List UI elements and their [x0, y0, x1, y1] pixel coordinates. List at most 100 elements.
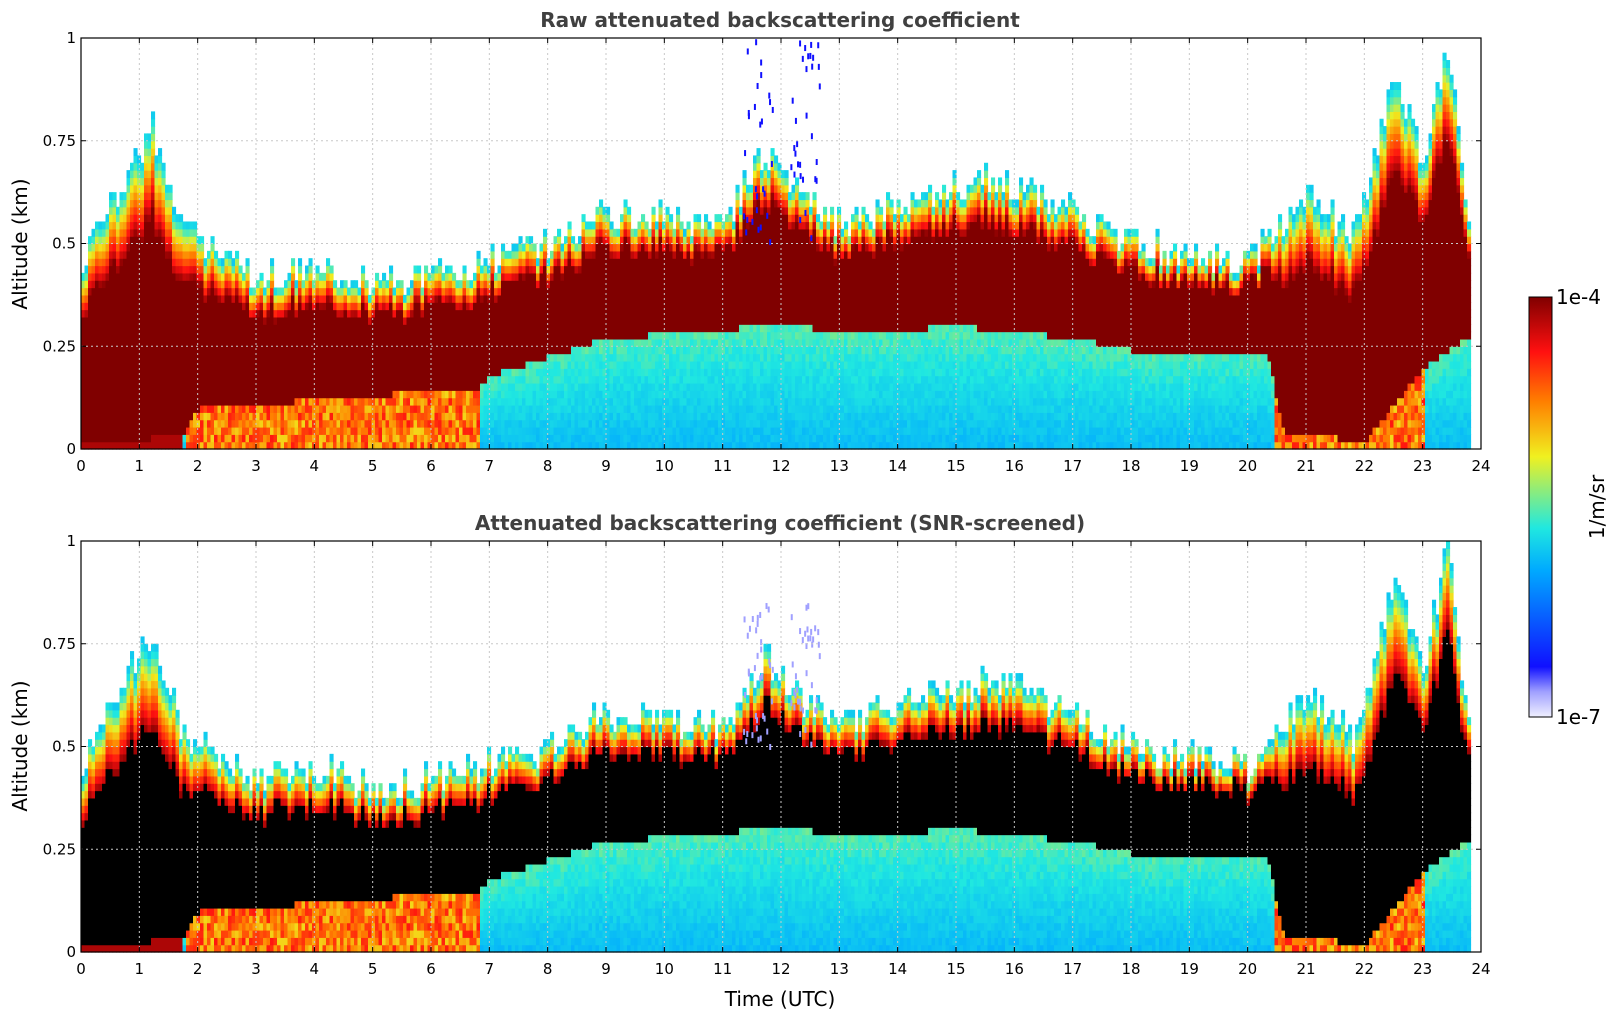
- time-column: [186, 221, 190, 449]
- backscatter-cell: [302, 361, 306, 369]
- backscatter-cell: [109, 420, 113, 428]
- backscatter-cell: [214, 361, 218, 369]
- backscatter-cell: [109, 280, 113, 288]
- backscatter-cell: [116, 302, 120, 310]
- backscatter-cell: [232, 288, 236, 296]
- backscatter-cell: [183, 295, 187, 303]
- backscatter-cell: [200, 236, 204, 244]
- backscatter-cell: [221, 339, 225, 347]
- backscatter-cell: [92, 420, 96, 428]
- backscatter-cell: [151, 192, 155, 200]
- backscatter-cell: [274, 324, 278, 332]
- backscatter-cell: [190, 434, 194, 442]
- backscatter-cell: [123, 376, 127, 384]
- backscatter-cell: [144, 155, 148, 163]
- backscatter-cell: [260, 317, 264, 325]
- backscatter-cell: [239, 266, 243, 274]
- backscatter-cell: [267, 390, 271, 398]
- backscatter-cell: [242, 412, 246, 420]
- backscatter-cell: [99, 251, 103, 259]
- backscatter-cell: [144, 133, 148, 141]
- backscatter-cell: [200, 280, 204, 288]
- backscatter-cell: [305, 339, 309, 347]
- backscatter-cell: [186, 273, 190, 281]
- backscatter-cell: [186, 427, 190, 435]
- backscatter-cell: [172, 427, 176, 435]
- backscatter-cell: [288, 354, 292, 362]
- backscatter-cell: [176, 221, 180, 229]
- backscatter-cell: [204, 361, 208, 369]
- backscatter-cell: [281, 383, 285, 391]
- backscatter-cell: [95, 376, 99, 384]
- backscatter-cell: [102, 295, 106, 303]
- backscatter-cell: [130, 434, 134, 442]
- backscatter-cell: [88, 295, 92, 303]
- backscatter-cell: [92, 258, 96, 266]
- backscatter-cell: [267, 427, 271, 435]
- backscatter-cell: [144, 229, 148, 237]
- backscatter-cell: [207, 368, 211, 376]
- backscatter-cell: [127, 229, 131, 237]
- backscatter-cell: [172, 346, 176, 354]
- backscatter-cell: [134, 339, 138, 347]
- backscatter-cell: [302, 332, 306, 340]
- backscatter-cell: [155, 346, 159, 354]
- backscatter-cell: [176, 376, 180, 384]
- backscatter-cell: [95, 383, 99, 391]
- backscatter-cell: [151, 119, 155, 127]
- backscatter-cell: [225, 420, 229, 428]
- backscatter-cell: [239, 310, 243, 318]
- time-column: [274, 288, 278, 450]
- backscatter-cell: [239, 273, 243, 281]
- backscatter-cell: [116, 412, 120, 420]
- backscatter-cell: [260, 332, 264, 340]
- backscatter-cell: [85, 288, 89, 296]
- backscatter-cell: [190, 244, 194, 252]
- backscatter-cell: [197, 266, 201, 274]
- time-column: [127, 170, 131, 449]
- backscatter-cell: [144, 207, 148, 215]
- backscatter-cell: [232, 405, 236, 413]
- backscatter-cell: [95, 339, 99, 347]
- backscatter-cell: [102, 405, 106, 413]
- backscatter-cell: [256, 288, 260, 296]
- backscatter-cell: [95, 346, 99, 354]
- backscatter-cell: [228, 420, 232, 428]
- backscatter-cell: [277, 398, 281, 406]
- backscatter-cell: [176, 346, 180, 354]
- backscatter-cell: [319, 405, 323, 413]
- backscatter-cell: [228, 310, 232, 318]
- backscatter-cell: [172, 317, 176, 325]
- backscatter-cell: [99, 302, 103, 310]
- backscatter-cell: [218, 405, 222, 413]
- backscatter-cell: [158, 383, 162, 391]
- backscatter-cell: [277, 376, 281, 384]
- backscatter-cell: [158, 339, 162, 347]
- backscatter-cell: [88, 273, 92, 281]
- backscatter-cell: [141, 310, 145, 318]
- backscatter-cell: [246, 258, 250, 266]
- backscatter-cell: [120, 229, 124, 237]
- backscatter-cell: [99, 295, 103, 303]
- backscatter-cell: [116, 295, 120, 303]
- backscatter-cell: [190, 346, 194, 354]
- backscatter-cell: [232, 266, 236, 274]
- backscatter-cell: [333, 324, 337, 332]
- backscatter-cell: [200, 273, 204, 281]
- backscatter-cell: [123, 199, 127, 207]
- backscatter-cell: [113, 398, 117, 406]
- backscatter-cell: [218, 324, 222, 332]
- backscatter-cell: [88, 354, 92, 362]
- backscatter-cell: [155, 295, 159, 303]
- backscatter-cell: [158, 354, 162, 362]
- backscatter-cell: [284, 420, 288, 428]
- backscatter-cell: [200, 427, 204, 435]
- backscatter-cell: [109, 199, 113, 207]
- backscatter-cell: [144, 346, 148, 354]
- backscatter-cell: [172, 251, 176, 259]
- backscatter-cell: [260, 310, 264, 318]
- backscatter-cell: [141, 383, 145, 391]
- backscatter-cell: [309, 273, 313, 281]
- backscatter-cell: [130, 185, 134, 193]
- backscatter-cell: [116, 251, 120, 259]
